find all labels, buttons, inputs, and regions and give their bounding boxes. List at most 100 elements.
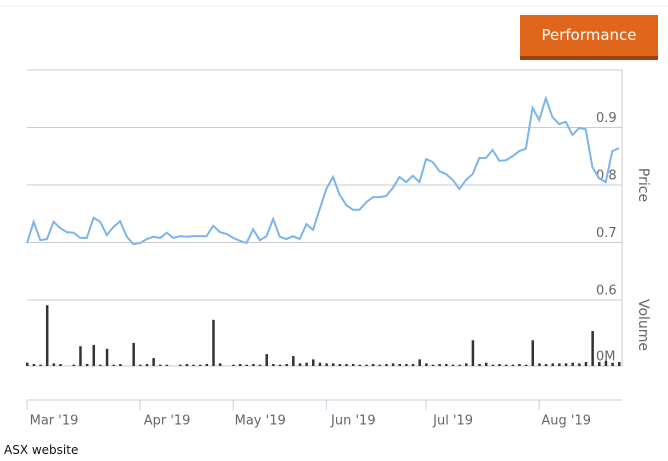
volume-bar: [611, 362, 614, 366]
volume-bar: [465, 363, 468, 366]
volume-bar: [32, 364, 36, 366]
performance-button[interactable]: Performance: [520, 15, 658, 60]
volume-bar: [604, 360, 608, 366]
x-tick-label: Jul '19: [432, 414, 473, 429]
volume-bar: [192, 364, 195, 366]
volume-bar: [551, 363, 554, 366]
volume-bar: [571, 362, 574, 366]
volume-bar: [531, 340, 535, 366]
volume-bar: [398, 364, 401, 366]
volume-bar: [358, 364, 362, 366]
volume-bar: [79, 346, 82, 366]
volume-bar: [558, 363, 561, 366]
volume-bar: [26, 362, 29, 366]
volume-bar: [418, 359, 421, 366]
volume-bar: [145, 364, 149, 366]
volume-bar: [232, 364, 235, 366]
volume-bar: [378, 364, 382, 366]
volume-bar: [265, 354, 268, 366]
volume-bar: [351, 364, 355, 366]
volume-bar: [365, 364, 368, 366]
volume-bar: [491, 364, 495, 366]
volume-bar: [471, 340, 475, 366]
volume-bar: [385, 364, 388, 366]
volume-bar: [405, 364, 408, 366]
volume-bar: [178, 364, 182, 366]
x-tick-label: May '19: [235, 414, 286, 429]
volume-bar: [511, 364, 515, 366]
volume-bar: [431, 364, 435, 366]
volume-bar: [205, 364, 209, 366]
volume-bar: [132, 342, 135, 366]
volume-bar: [524, 364, 528, 366]
volume-bar: [185, 364, 189, 366]
volume-bar: [139, 364, 142, 366]
volume-bar: [371, 364, 375, 366]
volume-bar: [504, 364, 508, 366]
volume-bar: [85, 364, 89, 366]
volume-bar: [272, 364, 275, 366]
volume-bar: [285, 364, 288, 366]
volume-bar: [92, 344, 96, 366]
volume-bar: [338, 364, 342, 366]
volume-bar: [258, 364, 262, 366]
volume-bar: [484, 362, 488, 366]
volume-bar: [345, 364, 348, 366]
volume-bar: [391, 363, 395, 366]
volume-bar: [159, 364, 162, 366]
volume-bar: [212, 319, 215, 366]
volume-bar: [105, 348, 109, 366]
volume-bar: [411, 364, 415, 366]
volume-bar: [305, 362, 308, 366]
y-axis-title: Price: [635, 168, 651, 202]
volume-bar: [478, 364, 481, 366]
volume-bar: [312, 359, 315, 366]
volume-bar: [458, 364, 461, 366]
volume-bar: [152, 358, 155, 366]
volume-bar: [278, 364, 282, 366]
volume-bar: [238, 364, 242, 366]
volume-bar: [318, 362, 322, 366]
x-tick-label: Mar '19: [30, 414, 79, 429]
volume-bar: [578, 363, 581, 366]
volume-bar: [45, 305, 49, 366]
volume-bar: [99, 364, 102, 366]
volume-bar: [591, 331, 594, 366]
volume-bar: [119, 364, 122, 366]
y2-tick-label: 0M: [596, 350, 616, 365]
volume-bar: [52, 363, 56, 366]
x-tick-label: Jun '19: [330, 414, 376, 429]
volume-bar: [218, 363, 222, 366]
volume-bar: [445, 364, 448, 366]
volume-bar: [438, 364, 441, 366]
x-tick-label: Aug '19: [541, 414, 591, 429]
x-tick-label: Apr '19: [144, 414, 191, 429]
volume-bar: [498, 364, 501, 366]
volume-bar: [165, 364, 169, 366]
y2-axis-title: Volume: [635, 299, 651, 351]
volume-bar: [331, 363, 335, 366]
volume-bar: [518, 364, 521, 366]
volume-bar: [59, 364, 62, 366]
volume-bar: [112, 364, 115, 366]
volume-bar: [298, 363, 302, 366]
y-tick-label: 0.9: [596, 111, 617, 126]
price-line: [26, 94, 620, 246]
source-note: ASX website: [4, 443, 79, 457]
volume-bar: [451, 364, 455, 366]
volume-bar: [292, 356, 295, 366]
y-tick-label: 0.6: [596, 284, 617, 299]
volume-bar: [618, 362, 621, 366]
volume-bar: [425, 363, 428, 366]
volume-bar: [72, 364, 76, 366]
volume-bar: [598, 362, 601, 366]
volume-bar: [544, 364, 548, 366]
volume-bar: [325, 363, 328, 366]
volume-bar: [39, 364, 42, 366]
volume-bar: [252, 364, 255, 366]
volume-bar: [584, 362, 588, 366]
volume-bar: [538, 363, 541, 366]
